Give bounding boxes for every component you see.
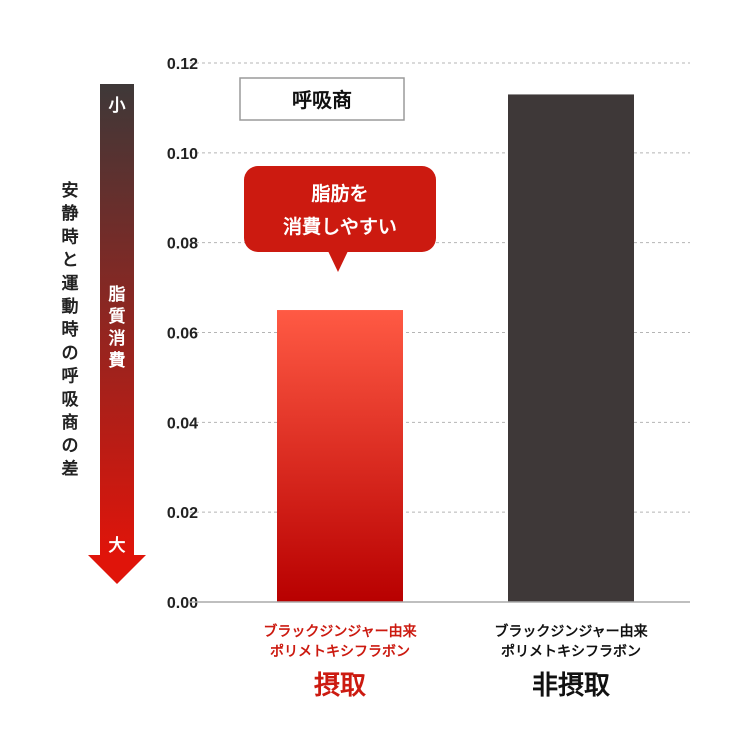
scale-arrow-middle-2: 質 [109,306,126,327]
category-label-non-intake: ブラックジンジャー由来 ポリメトキシフラボン 非摂取 [494,623,648,701]
y-tick-label: 0.06 [167,326,198,343]
category-non-intake-sub-2: ポリメトキシフラボン [501,643,641,660]
category-non-intake-main: 非摂取 [532,670,610,701]
chart-title: 呼吸商 [292,88,352,112]
category-non-intake-sub-1: ブラックジンジャー由来 [494,623,648,640]
scale-arrow-middle-4: 費 [109,350,126,371]
annotation-bubble: 脂肪を 消費しやすい [244,166,436,272]
scale-arrow-top-label: 小 [109,96,126,116]
scale-arrow-middle-3: 消 [109,328,126,349]
annotation-line-1: 脂肪を [311,182,368,205]
y-axis-ticks: 0.00 0.02 0.04 0.06 0.08 0.10 0.12 [167,56,198,612]
y-axis-label-char: 時 [62,319,79,340]
y-axis-label-char: 商 [62,412,79,433]
y-tick-label: 0.04 [167,415,198,432]
bars [277,94,634,603]
y-tick-label: 0.00 [167,595,198,612]
y-axis-label-char: 呼 [62,367,79,387]
y-axis-label-char: 吸 [62,390,80,410]
y-axis-label-char: と [62,251,79,271]
y-axis-label-char: の [62,436,79,456]
title-box: 呼吸商 [239,77,405,121]
y-tick-label: 0.10 [167,146,198,163]
scale-arrow: 小 脂 質 消 費 大 [88,84,146,584]
bar-non-intake [508,94,634,603]
category-label-intake: ブラックジンジャー由来 ポリメトキシフラボン 摂取 [263,623,417,701]
y-tick-label: 0.12 [167,56,198,73]
y-axis-label-char: 静 [62,203,79,224]
y-axis-label-char: 時 [62,226,79,247]
y-axis-label-char: 動 [62,296,79,317]
y-axis-label-char: 差 [62,458,79,479]
category-intake-main: 摂取 [314,670,366,701]
y-tick-label: 0.02 [167,505,198,522]
scale-arrow-bottom-label: 大 [109,535,126,556]
category-intake-sub-1: ブラックジンジャー由来 [263,623,417,640]
category-intake-sub-2: ポリメトキシフラボン [270,643,410,660]
bar-intake [277,310,403,602]
scale-arrow-middle-1: 脂 [109,285,126,305]
y-tick-label: 0.08 [167,236,198,253]
y-axis-label-char: の [62,343,79,363]
y-axis-label-char: 運 [62,274,79,294]
annotation-line-2: 消費しやすい [283,215,397,238]
y-axis-label-char: 安 [62,180,79,201]
